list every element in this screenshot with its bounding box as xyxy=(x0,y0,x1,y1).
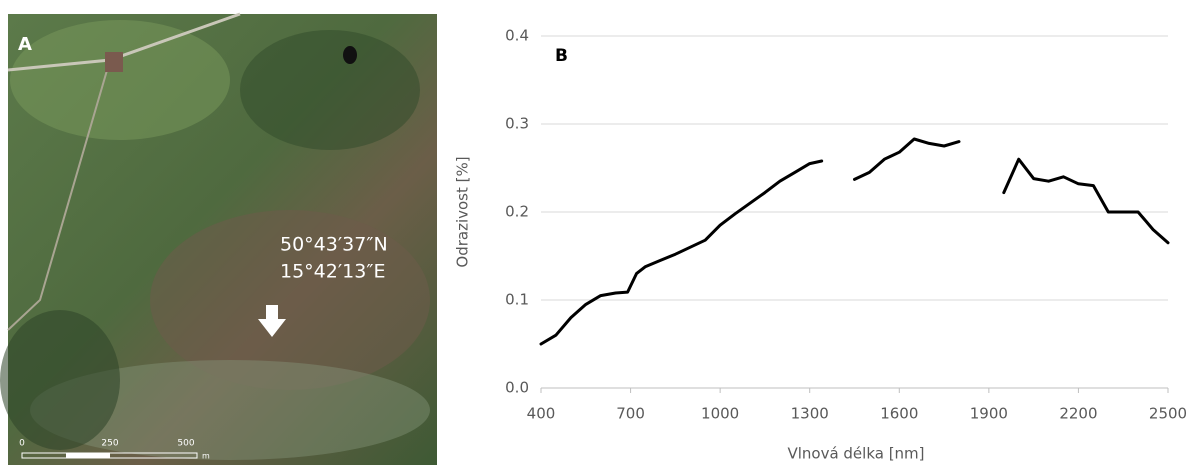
coordinate-label: 15°42′13″E xyxy=(280,261,385,283)
x-tick-label: 700 xyxy=(616,405,645,423)
chart: B Vlnová délka [nm] Odrazivost [%] 0.0 0.… xyxy=(454,27,1188,463)
y-tick-label: 0.4 xyxy=(505,27,529,45)
data-line xyxy=(541,139,1168,344)
scale-label: 250 xyxy=(101,439,118,449)
building xyxy=(105,52,123,72)
terrain-patch xyxy=(240,30,420,150)
pond xyxy=(343,46,357,64)
coordinate-label: 50°43′37″N xyxy=(280,234,388,256)
x-tick-label: 1000 xyxy=(701,405,739,423)
scale-label: 0 xyxy=(19,439,25,449)
x-axis-label: Vlnová délka [nm] xyxy=(787,445,924,463)
panel-label: A xyxy=(18,34,32,55)
x-tick-label: 2200 xyxy=(1059,405,1097,423)
terrain-patch xyxy=(0,310,120,450)
scale-bar-segment xyxy=(66,453,110,458)
y-tick-label: 0.0 xyxy=(505,379,529,397)
x-tick-label: 1900 xyxy=(970,405,1008,423)
y-axis-label: Odrazivost [%] xyxy=(454,156,472,267)
aerial-image: A 50°43′37″N 15°42′13″E 0 250 500 m xyxy=(0,14,437,465)
terrain-patch xyxy=(10,20,230,140)
x-tick-label: 1300 xyxy=(791,405,829,423)
y-tick-label: 0.2 xyxy=(505,203,529,221)
x-tick-label: 400 xyxy=(527,405,556,423)
x-tick-label: 1600 xyxy=(880,405,918,423)
scale-label: m xyxy=(202,452,210,461)
figure: A 50°43′37″N 15°42′13″E 0 250 500 m B Vl… xyxy=(0,0,1198,465)
y-tick-label: 0.3 xyxy=(505,115,529,133)
x-tick-label: 2500 xyxy=(1149,405,1187,423)
y-tick-label: 0.1 xyxy=(505,291,529,309)
scale-label: 500 xyxy=(177,439,194,449)
panel-label: B xyxy=(555,46,568,66)
